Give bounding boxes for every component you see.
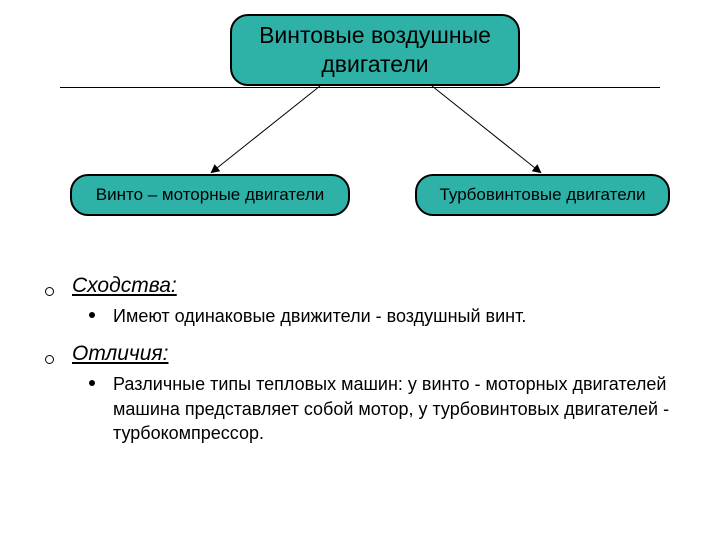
tree-diagram: Винтовые воздушные двигатели Винто – мот… <box>0 0 720 260</box>
list-item: Имеют одинаковые движители - воздушный в… <box>89 304 675 328</box>
section-heading: Отличия: <box>72 342 169 366</box>
child-node-right: Турбовинтовые двигатели <box>415 174 670 216</box>
child-node-right-label: Турбовинтовые двигатели <box>439 184 645 205</box>
list-item-text: Имеют одинаковые движители - воздушный в… <box>113 304 675 328</box>
list-item: Различные типы тепловых машин: у винто -… <box>89 372 675 445</box>
arrow-right <box>432 86 540 172</box>
section-heading-row: Отличия: <box>45 342 675 366</box>
child-node-left-label: Винто – моторные двигатели <box>96 184 325 205</box>
list-item-text: Различные типы тепловых машин: у винто -… <box>113 372 675 445</box>
root-node-label: Винтовые воздушные двигатели <box>246 21 504 79</box>
child-node-left: Винто – моторные двигатели <box>70 174 350 216</box>
text-content: Сходства: Имеют одинаковые движители - в… <box>0 274 720 445</box>
disc-bullet-icon <box>89 380 95 386</box>
horizontal-divider <box>60 87 660 88</box>
section-heading-row: Сходства: <box>45 274 675 298</box>
disc-bullet-icon <box>89 312 95 318</box>
circle-bullet-icon <box>45 287 54 296</box>
section-heading: Сходства: <box>72 274 177 298</box>
circle-bullet-icon <box>45 355 54 364</box>
root-node: Винтовые воздушные двигатели <box>230 14 520 86</box>
arrow-left <box>212 86 320 172</box>
